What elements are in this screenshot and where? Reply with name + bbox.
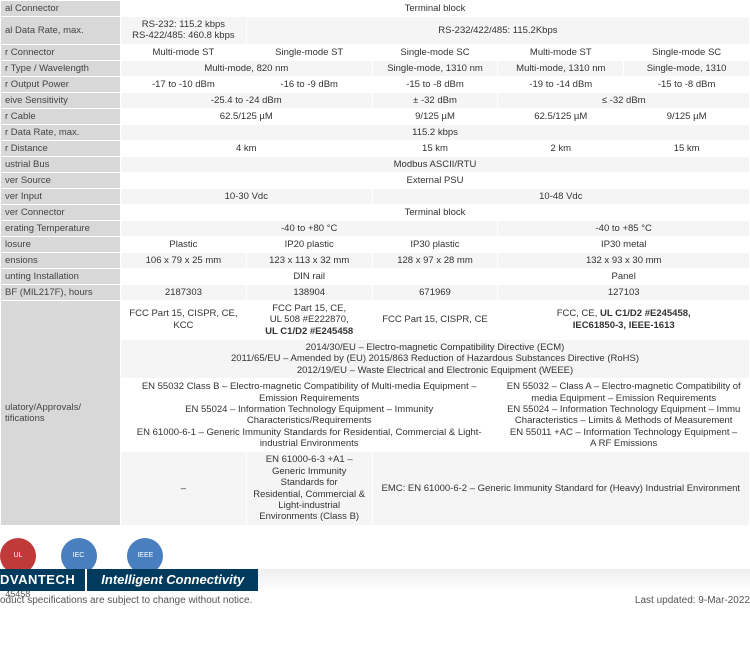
row-label: eive Sensitivity <box>1 92 121 108</box>
cell: DIN rail <box>121 268 498 284</box>
cell: EN 55032 – Class A – Electro-magnetic Co… <box>498 379 750 452</box>
cell: Multi-mode, 1310 nm <box>498 60 624 76</box>
cell: RS-232: 115.2 kbpsRS-422/485: 460.8 kbps <box>121 17 247 45</box>
row-label: unting Installation <box>1 268 121 284</box>
cell: 132 x 93 x 30 mm <box>498 252 750 268</box>
cell: IP30 metal <box>498 236 750 252</box>
footer-bar: DVANTECH Intelligent Connectivity <box>0 569 750 591</box>
cell: FCC Part 15, CISPR, CE <box>372 300 498 339</box>
row-label: r Data Rate, max. <box>1 124 121 140</box>
row-label: ver Connector <box>1 204 121 220</box>
row-label: r Cable <box>1 108 121 124</box>
cell: ± -32 dBm <box>372 92 498 108</box>
row-label: r Type / Wavelength <box>1 60 121 76</box>
cell: 15 km <box>372 140 498 156</box>
cell: 115.2 kbps <box>121 124 750 140</box>
cell: 138904 <box>246 284 372 300</box>
row-label: BF (MIL217F), hours <box>1 284 121 300</box>
cell: -25.4 to -24 dBm <box>121 92 373 108</box>
disclaimer-text: oduct specifications are subject to chan… <box>0 595 252 606</box>
cell: 671969 <box>372 284 498 300</box>
cell: External PSU <box>121 172 750 188</box>
cell: 9/125 µM <box>372 108 498 124</box>
cell: 10-30 Vdc <box>121 188 373 204</box>
cell: – <box>121 452 247 525</box>
cell: 123 x 113 x 32 mm <box>246 252 372 268</box>
cell: 4 km <box>121 140 373 156</box>
cell: ≤ -32 dBm <box>498 92 750 108</box>
page-footer: DVANTECH Intelligent Connectivity oduct … <box>0 569 750 610</box>
cell: 128 x 97 x 28 mm <box>372 252 498 268</box>
cell: IP20 plastic <box>246 236 372 252</box>
cell: FCC Part 15, CISPR, CE, KCC <box>121 300 247 339</box>
cell: Terminal block <box>121 204 750 220</box>
cell: EN 61000-6-3 +A1 – Generic Immunity Stan… <box>246 452 372 525</box>
cell: Multi-mode, 820 nm <box>121 60 373 76</box>
cell: -17 to -10 dBm <box>121 76 247 92</box>
cell: Single-mode ST <box>246 44 372 60</box>
cell: Single-mode SC <box>372 44 498 60</box>
cell: 9/125 µM <box>624 108 750 124</box>
cell: 2 km <box>498 140 624 156</box>
cell: IP30 plastic <box>372 236 498 252</box>
cell: RS-232/422/485: 115.2Kbps <box>246 17 749 45</box>
row-label: al Connector <box>1 1 121 17</box>
cell: Single-mode, 1310 nm <box>372 60 498 76</box>
cell: 2187303 <box>121 284 247 300</box>
row-label: r Connector <box>1 44 121 60</box>
cell: FCC, CE, UL C1/D2 #E245458,IEC61850-3, I… <box>498 300 750 339</box>
cell: 15 km <box>624 140 750 156</box>
cell: Modbus ASCII/RTU <box>121 156 750 172</box>
row-label: al Data Rate, max. <box>1 17 121 45</box>
cell: 62.5/125 µM <box>498 108 624 124</box>
row-label: ver Input <box>1 188 121 204</box>
cell: Terminal block <box>121 1 750 17</box>
cell: EMC: EN 61000-6-2 – Generic Immunity Sta… <box>372 452 749 525</box>
cell: -40 to +85 °C <box>498 220 750 236</box>
footer-fill <box>258 569 750 591</box>
cell: 127103 <box>498 284 750 300</box>
cell: 106 x 79 x 25 mm <box>121 252 247 268</box>
cell: -40 to +80 °C <box>121 220 498 236</box>
cell: 10-48 Vdc <box>372 188 749 204</box>
spec-table: al ConnectorTerminal block al Data Rate,… <box>0 0 750 526</box>
brand-slogan: Intelligent Connectivity <box>85 569 258 591</box>
row-label: erating Temperature <box>1 220 121 236</box>
cell: Multi-mode ST <box>498 44 624 60</box>
brand-logo: DVANTECH <box>0 569 85 591</box>
row-label: ustrial Bus <box>1 156 121 172</box>
cell: -16 to -9 dBm <box>246 76 372 92</box>
row-label: ulatory/Approvals/tifications <box>1 300 121 525</box>
row-label: ver Source <box>1 172 121 188</box>
last-updated: Last updated: 9-Mar-2022 <box>635 595 750 606</box>
cell: Single-mode SC <box>624 44 750 60</box>
cell: Multi-mode ST <box>121 44 247 60</box>
row-label: ensions <box>1 252 121 268</box>
cell: Panel <box>498 268 750 284</box>
cell: -15 to -8 dBm <box>624 76 750 92</box>
row-label: r Output Power <box>1 76 121 92</box>
cell: FCC Part 15, CE,UL 508 #E222870,UL C1/D2… <box>246 300 372 339</box>
cell: EN 55032 Class B – Electro-magnetic Comp… <box>121 379 498 452</box>
cell: 2014/30/EU – Electro-magnetic Compatibil… <box>121 339 750 378</box>
cell: Single-mode, 1310 <box>624 60 750 76</box>
footer-note: oduct specifications are subject to chan… <box>0 591 750 610</box>
cell: Plastic <box>121 236 247 252</box>
row-label: r Distance <box>1 140 121 156</box>
cell: -19 to -14 dBm <box>498 76 624 92</box>
cell: -15 to -8 dBm <box>372 76 498 92</box>
cell: 62.5/125 µM <box>121 108 373 124</box>
row-label: losure <box>1 236 121 252</box>
